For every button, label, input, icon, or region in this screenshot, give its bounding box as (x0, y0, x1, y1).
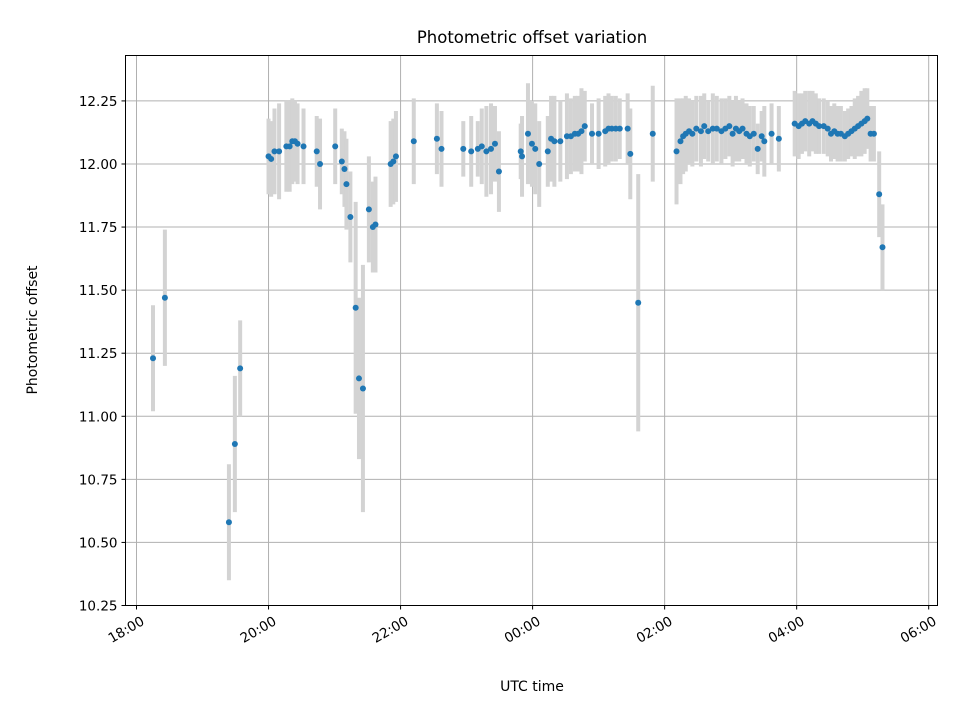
data-point (359, 385, 366, 392)
data-point (372, 221, 379, 228)
y-tick-label: 11.00 (79, 409, 118, 425)
data-point (341, 166, 348, 173)
data-point (677, 138, 684, 145)
data-point (701, 123, 708, 130)
data-point (616, 125, 623, 132)
data-point (483, 148, 490, 155)
chart-title: Photometric offset variation (417, 28, 647, 47)
data-point (713, 125, 720, 132)
data-point (536, 160, 543, 167)
data-point (693, 125, 700, 132)
data-point (532, 145, 539, 152)
y-tick-label: 12.25 (79, 94, 118, 110)
data-point (317, 160, 324, 167)
data-point (705, 128, 712, 135)
x-axis-label: UTC time (500, 679, 564, 695)
data-point (332, 143, 339, 150)
data-point (824, 125, 831, 132)
data-point (816, 123, 823, 130)
data-point (488, 145, 495, 152)
y-tick-label: 10.25 (79, 599, 118, 615)
data-point (649, 130, 656, 137)
data-point (468, 148, 475, 155)
data-point (870, 130, 877, 137)
data-point (524, 130, 531, 137)
data-point (864, 115, 871, 122)
y-tick-label: 11.75 (79, 220, 118, 236)
data-point (433, 135, 440, 142)
data-point (294, 140, 301, 147)
data-point (161, 294, 168, 301)
y-tick-label: 12.00 (79, 157, 118, 173)
data-point (557, 138, 564, 145)
data-point (876, 191, 883, 198)
data-point (347, 213, 354, 220)
data-point (365, 206, 372, 213)
data-point (739, 125, 746, 132)
data-point (478, 143, 485, 150)
y-tick-label: 11.50 (79, 283, 118, 299)
data-point (495, 168, 502, 175)
data-point (276, 148, 283, 155)
data-point (673, 148, 680, 155)
data-point (589, 130, 596, 137)
data-point (544, 148, 551, 155)
data-point (352, 304, 359, 311)
data-point (581, 123, 588, 130)
data-point (528, 140, 535, 147)
data-point (775, 135, 782, 142)
data-point (390, 158, 397, 165)
data-point (595, 130, 602, 137)
data-point (338, 158, 345, 165)
data-point (271, 148, 278, 155)
data-point (286, 143, 293, 150)
data-point (268, 155, 275, 162)
data-points (150, 115, 886, 526)
y-axis-label: Photometric offset (25, 265, 41, 395)
data-point (313, 148, 320, 155)
data-point (768, 130, 775, 137)
data-point (410, 138, 417, 145)
data-point (300, 143, 307, 150)
y-tick-label: 11.25 (79, 346, 118, 362)
y-axis-ticks: 10.25 10.50 10.75 11.00 11.25 11.50 11.75 12.00… (79, 94, 126, 615)
data-point (343, 181, 350, 188)
data-point (225, 519, 232, 526)
data-point (879, 244, 886, 251)
data-point (438, 145, 445, 152)
data-point (758, 133, 765, 140)
y-tick-label: 10.75 (79, 472, 118, 488)
data-point (150, 355, 157, 362)
data-point (392, 153, 399, 160)
data-point (237, 365, 244, 372)
data-point (517, 148, 524, 155)
data-point (689, 130, 696, 137)
data-point (750, 130, 757, 137)
data-point (355, 375, 362, 382)
data-point (754, 145, 761, 152)
data-point (627, 150, 634, 157)
data-point (624, 125, 631, 132)
data-point (697, 128, 704, 135)
data-point (551, 138, 558, 145)
y-tick-label: 10.50 (79, 535, 118, 551)
data-point (491, 140, 498, 147)
data-point (761, 138, 768, 145)
plot-frame (125, 55, 938, 606)
data-point (231, 441, 238, 448)
data-point (460, 145, 467, 152)
data-point (729, 130, 736, 137)
data-point (578, 128, 585, 135)
data-point (635, 299, 642, 306)
data-point (726, 123, 733, 130)
data-point (519, 153, 526, 160)
